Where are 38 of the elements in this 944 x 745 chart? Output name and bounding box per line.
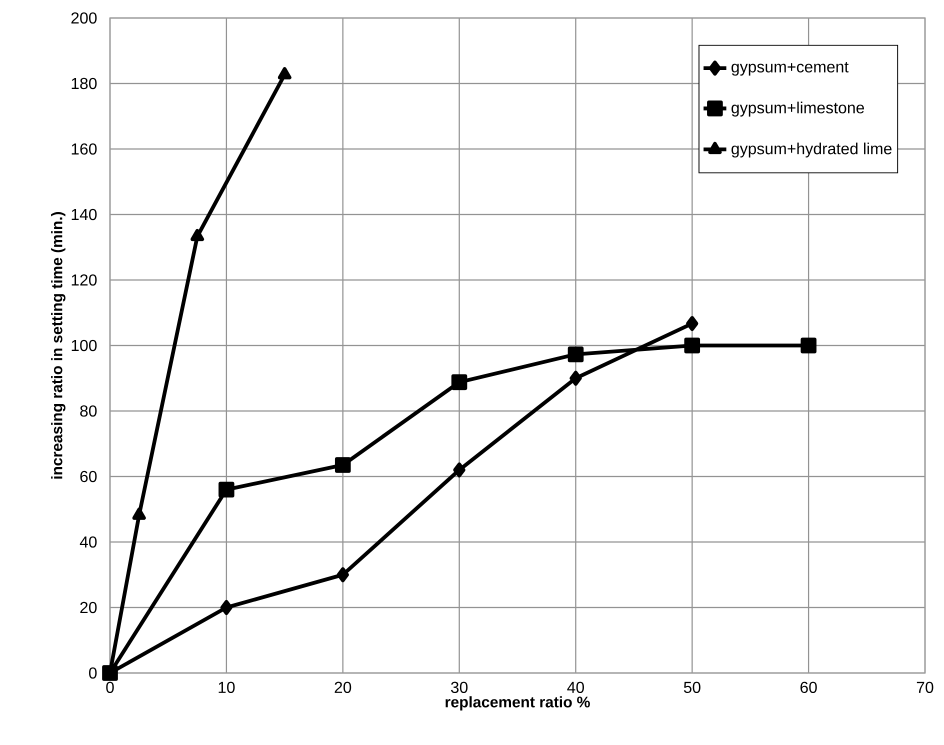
- legend-label: gypsum+cement: [732, 62, 849, 76]
- point: [686, 316, 698, 332]
- x-axis-title: replacement ratio %: [446, 696, 590, 710]
- point: [453, 462, 466, 478]
- point: [190, 228, 204, 242]
- y-axis-title: increasing ratio in setting time (min.): [51, 212, 66, 479]
- point: [684, 338, 700, 354]
- point: [218, 482, 234, 498]
- x-tick-label: 50: [684, 682, 700, 694]
- legend-label: gypsum+limestone: [732, 102, 864, 117]
- y-tick-label: 60: [80, 470, 97, 482]
- x-tick-label: 20: [334, 682, 352, 694]
- point: [568, 346, 584, 362]
- x-tick-label: 30: [450, 682, 468, 694]
- x-tick-label: 40: [567, 682, 584, 694]
- y-tick-label: 40: [80, 536, 97, 548]
- y-tick-label: 0: [89, 667, 97, 679]
- x-tick-label: 70: [916, 682, 934, 694]
- x-tick-label: 60: [800, 682, 817, 694]
- y-tick-label: 120: [72, 274, 97, 286]
- point: [278, 67, 292, 80]
- legend-label: gypsum+hydrated lime: [732, 142, 892, 158]
- y-tick-label: 20: [80, 602, 97, 614]
- point: [451, 374, 468, 390]
- x-tick-label: 0: [106, 682, 114, 694]
- y-tick-label: 200: [71, 12, 97, 24]
- point: [132, 508, 146, 520]
- y-tick-label: 140: [72, 208, 97, 220]
- point: [334, 457, 351, 473]
- y-tick-label: 80: [80, 405, 97, 417]
- point: [220, 600, 233, 615]
- point: [336, 567, 349, 582]
- y-tick-label: 160: [72, 143, 97, 155]
- point: [800, 338, 816, 354]
- point: [570, 370, 582, 386]
- x-tick-label: 10: [218, 682, 235, 694]
- y-tick-label: 180: [72, 78, 97, 90]
- y-tick-label: 100: [72, 340, 97, 352]
